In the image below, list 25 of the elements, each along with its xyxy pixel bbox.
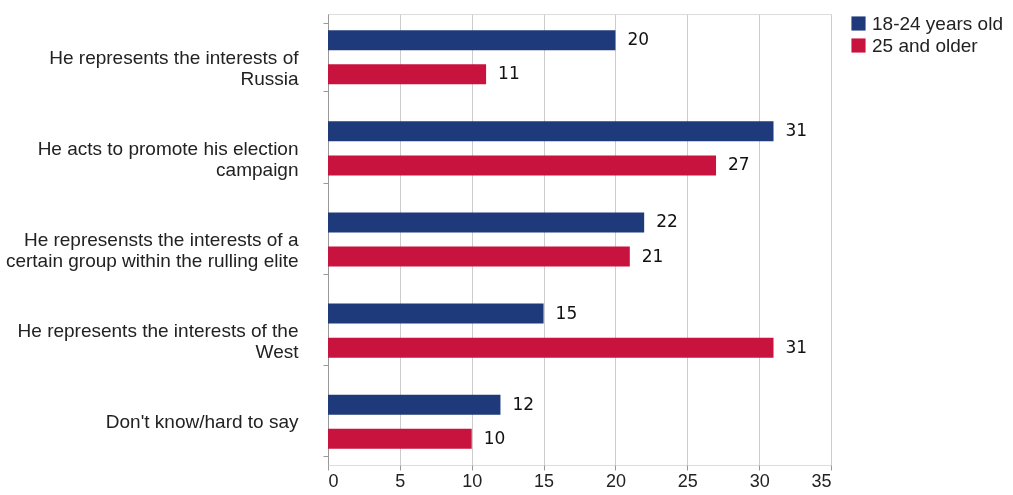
x-tick-label: 15 [534, 470, 555, 491]
legend-label: 18-24 years old [872, 12, 1003, 34]
data-label: 15 [555, 302, 578, 323]
x-tick-label: 25 [677, 470, 698, 491]
x-tick-label: 10 [462, 470, 483, 491]
x-tick-label: 30 [749, 470, 770, 491]
legend-label: 25 and older [872, 34, 979, 56]
y-tick-label: Don't know/hard to say [105, 411, 299, 433]
data-label: 31 [785, 120, 808, 141]
data-label: 27 [728, 154, 750, 175]
data-label: 10 [483, 427, 506, 448]
data-label: 31 [785, 336, 808, 357]
data-label: 12 [512, 393, 535, 414]
y-tick-label: He represensts the interests of a certain group within the rulling elite [5, 229, 299, 271]
data-label: 20 [627, 29, 650, 50]
x-tick-label: 0 [328, 470, 339, 491]
data-label: 21 [641, 245, 664, 266]
y-tick-label: He represents the interests of the West [17, 320, 300, 363]
data-label: 22 [656, 211, 678, 232]
y-tick-label: He acts to promote his election campaign [37, 137, 299, 180]
y-tick-label: He represents the interests of Russia [49, 46, 300, 89]
x-tick-label: 20 [605, 470, 626, 491]
data-label: 11 [498, 63, 520, 84]
x-tick-label: 5 [395, 470, 406, 491]
x-tick-label: 35 [811, 470, 832, 491]
